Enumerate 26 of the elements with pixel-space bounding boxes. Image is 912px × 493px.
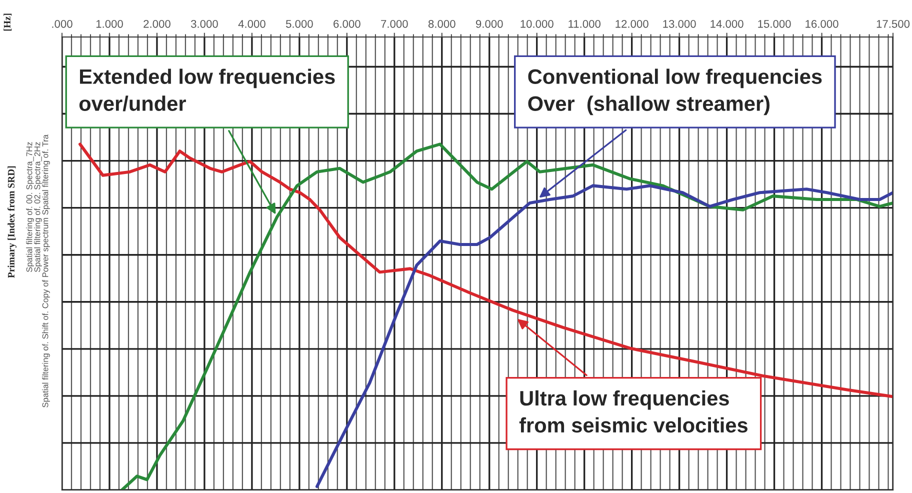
- text: Spatial filtering of. 00. Spectra_7Hz: [26, 142, 34, 272]
- x-tick-label: 15.000: [758, 20, 791, 28]
- annotation: Ultra low frequencies from seismic velocities: [519, 390, 748, 433]
- x-tick-label: 6.000: [334, 20, 360, 28]
- annotation: Conventional low frequencies Over (shallow streamer): [528, 68, 822, 116]
- x-tick-label: 9.000: [476, 20, 503, 28]
- x-tick-label: 4.000: [238, 20, 266, 28]
- annotation: Extended low frequencies over/under: [79, 68, 335, 112]
- x-tick-label: 3.000: [190, 20, 218, 28]
- x-tick-label: 5.000: [286, 20, 313, 28]
- text: Spatial filtering of. Shift of. Copy of Power spectrum Spatial filtering of. Tra: [42, 134, 50, 408]
- x-tick-label: 1.000: [96, 20, 123, 28]
- text: Spatial filtering of. 02. Spectra_2Hz: [34, 142, 42, 272]
- y-axis-title: Primary [Index from SRD]: [8, 166, 16, 278]
- text: [Hz]: [4, 14, 12, 31]
- x-tick-label: 11.000: [568, 20, 600, 28]
- x-tick-label: 17.500: [876, 20, 910, 28]
- x-tick-label: 8.000: [428, 20, 456, 28]
- x-tick-label: 12.000: [616, 20, 648, 28]
- x-tick-label: 13.000: [663, 20, 696, 28]
- x-tick-label: 10.000: [520, 20, 554, 28]
- x-tick-label: 2.000: [144, 20, 170, 28]
- x-tick-label: 14.000: [710, 20, 744, 28]
- x-tick-label: .000: [52, 20, 72, 28]
- x-tick-label: 7.000: [381, 20, 408, 28]
- x-tick-label: 16.000: [806, 20, 838, 28]
